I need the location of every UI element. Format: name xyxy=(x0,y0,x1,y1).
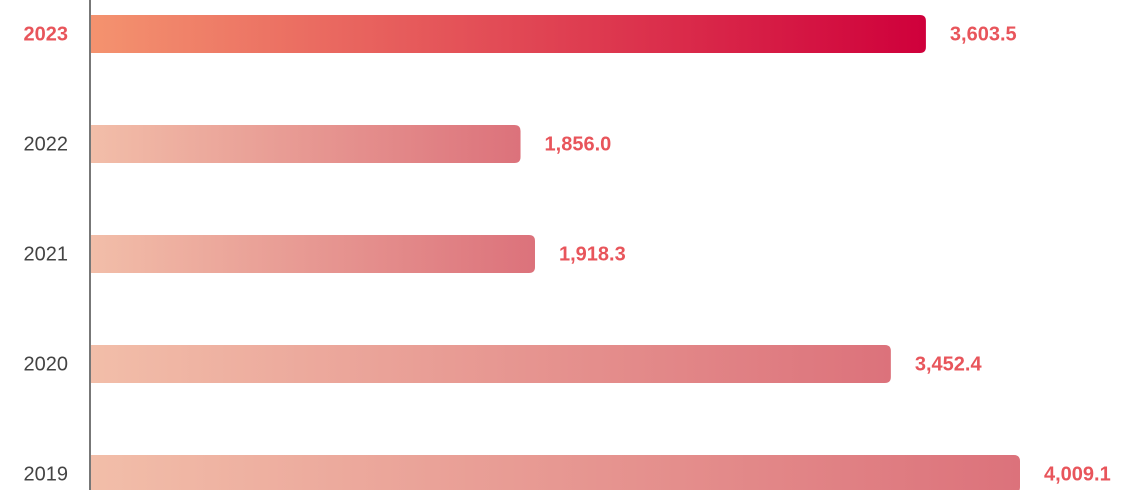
category-label: 2022 xyxy=(24,133,69,155)
category-label: 2023 xyxy=(24,23,69,45)
bar xyxy=(90,455,1020,490)
category-label: 2021 xyxy=(24,243,69,265)
category-label: 2019 xyxy=(24,463,69,485)
value-label: 3,452.4 xyxy=(915,353,983,375)
category-label: 2020 xyxy=(24,353,69,375)
bar xyxy=(90,345,891,383)
bar xyxy=(90,15,926,53)
value-label: 4,009.1 xyxy=(1044,463,1111,485)
bar xyxy=(90,235,535,273)
bar xyxy=(90,125,521,163)
value-label: 1,856.0 xyxy=(545,133,612,155)
value-label: 1,918.3 xyxy=(559,243,626,265)
value-label: 3,603.5 xyxy=(950,23,1017,45)
